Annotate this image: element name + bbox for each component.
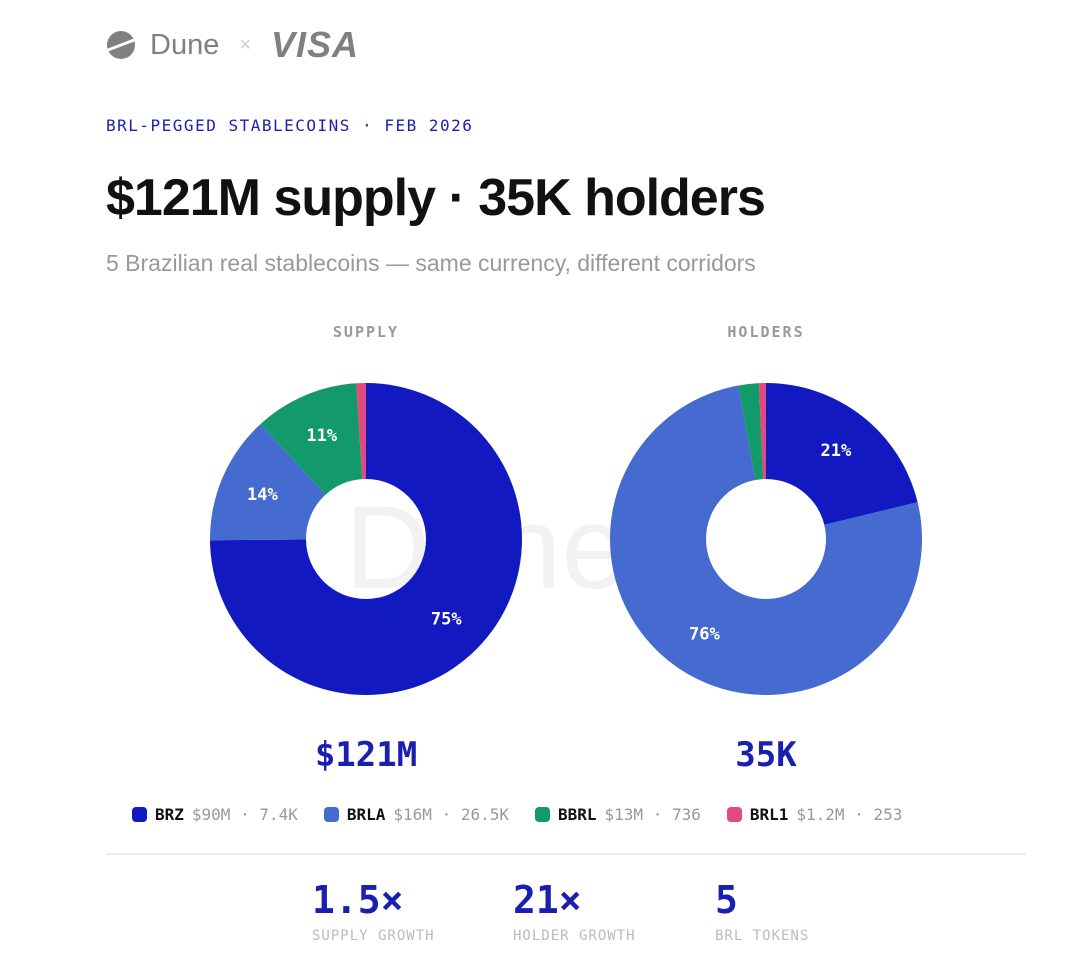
holders-total: 35K: [735, 735, 797, 775]
legend-name: BRL1: [749, 805, 789, 824]
slice-holders-brl1: [758, 383, 766, 480]
divider: [106, 853, 1026, 855]
legend-name: BRZ: [155, 805, 184, 824]
visa-logo: VISA: [271, 24, 360, 65]
legend-detail: $90M · 7.4K: [191, 805, 298, 824]
kicker: BRL-PEGGED STABLECOINS · FEB 2026: [106, 116, 474, 135]
stat-value: 21×: [513, 878, 582, 922]
swatch: [535, 807, 550, 822]
data-label: 11%: [306, 426, 337, 446]
stat-value: 5: [715, 878, 738, 922]
slice-supply-brl1: [356, 383, 366, 480]
supply-total: $121M: [314, 735, 418, 775]
stat-supply-growth: 1.5× SUPPLY GROWTH: [312, 878, 435, 944]
swatch: [132, 807, 147, 822]
brand-separator: ×: [239, 33, 252, 56]
dune-logo-icon: [107, 31, 135, 59]
subtitle: 5 Brazilian real stablecoins — same curr…: [106, 250, 756, 276]
stat-label: BRL TOKENS: [715, 928, 810, 944]
slice-supply-brla: [210, 424, 326, 541]
slice-holders-bbrl: [738, 383, 764, 480]
stat-brl-tokens: 5 BRL TOKENS: [715, 878, 809, 944]
slice-holders-brla: [610, 385, 922, 695]
legend: BRZ $90M · 7.4K BRLA $16M · 26.5K BBRL $13M…: [132, 805, 902, 824]
page-title: $121M supply · 35K holders: [106, 169, 766, 227]
data-label: 21%: [820, 441, 851, 461]
dune-wordmark: Dune: [150, 28, 220, 61]
swatch: [726, 807, 742, 822]
legend-detail: $16M · 26.5K: [393, 805, 509, 824]
swatch: [323, 807, 339, 822]
supply-chart-title: SUPPLY: [332, 323, 400, 341]
legend-name: BRLA: [346, 805, 386, 824]
brand-logos: Dune × VISA: [106, 24, 359, 66]
data-label: 14%: [247, 485, 278, 505]
data-label: 75%: [431, 610, 462, 630]
slice-supply-bbrl: [260, 383, 363, 495]
slice-supply-brz: [210, 383, 522, 695]
legend-item-brl1: BRL1 $1.2M · 253: [726, 805, 903, 824]
slice-holders-brz: [766, 383, 918, 525]
legend-item-brz: BRZ $90M · 7.4K: [132, 805, 298, 824]
legend-item-brla: BRLA $16M · 26.5K: [323, 805, 509, 824]
legend-name: BBRL: [558, 805, 597, 824]
data-label: 76%: [689, 625, 720, 645]
legend-detail: $13M · 736: [604, 805, 701, 824]
legend-detail: $1.2M · 253: [796, 805, 903, 824]
legend-item-bbrl: BBRL $13M · 736: [535, 805, 701, 824]
holders-chart-title: HOLDERS: [727, 323, 805, 341]
stat-label: HOLDER GROWTH: [513, 928, 636, 944]
stat-value: 1.5×: [312, 878, 404, 922]
stat-label: SUPPLY GROWTH: [312, 928, 435, 944]
stat-holder-growth: 21× HOLDER GROWTH: [513, 878, 636, 944]
